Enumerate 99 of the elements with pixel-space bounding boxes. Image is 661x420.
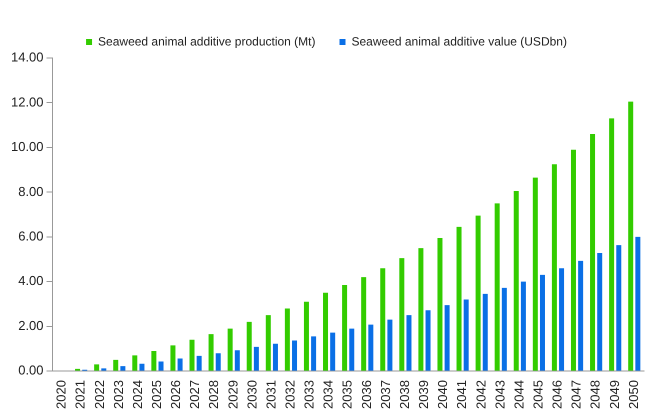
x-tick-label: 2033 (302, 380, 317, 409)
y-tick-label: 10.00 (10, 139, 44, 154)
x-tick-label: 2022 (92, 380, 107, 409)
x-tick-label: 2039 (416, 380, 432, 409)
x-tick-label: 2040 (435, 380, 450, 409)
bar (444, 305, 450, 371)
bar (456, 226, 462, 371)
bar (216, 353, 221, 371)
bar (426, 310, 431, 371)
x-tick-label: 2041 (454, 380, 470, 409)
x-tick-label: 2034 (320, 380, 336, 409)
bar (399, 258, 404, 371)
x-tick-label: 2037 (378, 380, 393, 409)
bar (292, 340, 298, 371)
x-tick-label: 2031 (263, 380, 278, 409)
bar (514, 191, 519, 371)
y-tick-label: 0.00 (18, 362, 44, 378)
bar (361, 277, 366, 371)
bar (101, 368, 106, 371)
bar (170, 345, 176, 371)
bar (482, 294, 488, 371)
bar (113, 360, 118, 371)
bar (406, 315, 412, 371)
bar (311, 336, 316, 371)
y-tick-label: 4.00 (18, 273, 44, 288)
x-tick-label: 2048 (588, 380, 603, 409)
bar (342, 284, 348, 371)
bar (323, 292, 328, 371)
x-tick-label: 2032 (282, 380, 298, 409)
bar (464, 300, 469, 371)
bar (597, 253, 602, 371)
x-tick-label: 2023 (110, 380, 126, 409)
x-tick-label: 2036 (358, 380, 374, 409)
y-tick-label: 2.00 (18, 318, 44, 333)
bar (418, 248, 424, 371)
y-tick-label: 14.00 (10, 50, 44, 65)
bar (254, 346, 259, 371)
x-tick-label: 2046 (550, 380, 565, 409)
x-tick-label: 2045 (530, 380, 546, 409)
x-tick-label: 2042 (473, 380, 488, 409)
x-tick-label: 2043 (492, 380, 508, 409)
bar (196, 356, 202, 371)
bar (616, 245, 622, 371)
bar (208, 334, 214, 371)
x-tick-label: 2025 (149, 380, 164, 409)
y-tick-label: 12.00 (10, 94, 44, 110)
x-tick-label: 2030 (244, 380, 260, 409)
bar (387, 320, 392, 371)
bar (158, 361, 164, 371)
bar (609, 118, 614, 371)
x-tick-label: 2028 (206, 380, 222, 409)
bar (178, 358, 183, 371)
bar (494, 203, 500, 371)
x-tick-label: 2044 (511, 380, 526, 409)
x-tick-label: 2020 (54, 380, 69, 409)
bar (635, 236, 640, 371)
bar (234, 350, 240, 371)
bar (380, 268, 386, 371)
bar (502, 288, 507, 371)
legend-label: Seaweed animal additive production (Mt) (98, 34, 316, 48)
bar (272, 344, 278, 371)
bar (570, 150, 576, 371)
x-tick-label: 2049 (606, 380, 622, 409)
bar (552, 164, 557, 371)
bar (578, 260, 584, 371)
x-tick-label: 2026 (168, 380, 184, 409)
y-tick-label: 6.00 (18, 228, 44, 244)
bar (330, 332, 336, 371)
x-tick-label: 2027 (187, 380, 202, 409)
bar (628, 102, 634, 371)
bar (437, 238, 442, 371)
bar (559, 268, 564, 371)
y-tick-label: 8.00 (18, 184, 44, 199)
bar (151, 350, 156, 371)
bar (520, 282, 526, 371)
legend-label: Seaweed animal additive value (USDbn) (352, 34, 567, 48)
bar (476, 216, 481, 371)
bar (190, 340, 195, 371)
x-tick-label: 2035 (340, 380, 355, 409)
bar (120, 366, 126, 371)
x-tick-label: 2024 (130, 380, 145, 409)
x-tick-label: 2050 (626, 380, 641, 409)
x-tick-label: 2047 (568, 380, 584, 409)
x-tick-label: 2029 (225, 380, 240, 409)
bar (532, 178, 538, 371)
bar (228, 328, 233, 371)
bar (246, 322, 252, 371)
bar (284, 308, 290, 371)
bar (540, 274, 545, 371)
bar (132, 355, 138, 371)
bar (304, 302, 309, 371)
x-tick-label: 2021 (72, 380, 88, 409)
bar (349, 328, 354, 371)
x-tick-label: 2038 (396, 380, 412, 409)
bar (139, 364, 144, 371)
bar (368, 324, 374, 371)
bar (590, 134, 596, 371)
bar (94, 364, 100, 371)
bar (266, 315, 271, 371)
